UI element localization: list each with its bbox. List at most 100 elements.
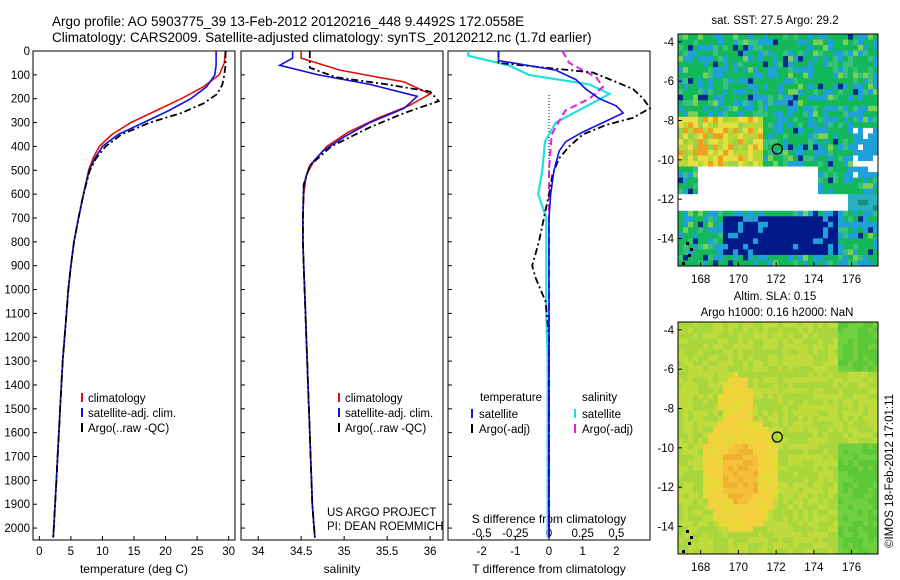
- sla_map-cell: [868, 360, 874, 367]
- sst_map-cell: [833, 172, 839, 179]
- sst_map-cell: [828, 144, 834, 151]
- sst_map-cell: [873, 161, 879, 167]
- sst_map-cell: [688, 194, 694, 201]
- sst_map-cell: [678, 150, 684, 156]
- sst_map-cell: [848, 150, 854, 156]
- sst_map-cell: [733, 210, 739, 217]
- sst_map-cell: [873, 100, 879, 107]
- sla_map-cell: [678, 371, 684, 378]
- sla_map-cell: [748, 415, 754, 422]
- sst_map-cell: [788, 89, 794, 96]
- sst_map-cell: [683, 34, 689, 40]
- sla_map-cell: [718, 366, 724, 373]
- sla_map-cell: [743, 399, 749, 406]
- sla_map-cell: [688, 360, 694, 367]
- sla_map-cell: [753, 487, 759, 494]
- sst_map-cell: [713, 232, 719, 239]
- difference-legend-temperature-entry: satellite: [479, 409, 518, 421]
- sla_map-cell: [818, 542, 824, 549]
- sla_map-cell: [838, 426, 844, 433]
- sla_map-cell: [868, 377, 874, 384]
- sst_map-cell: [868, 232, 874, 239]
- sla_map-cell: [773, 333, 779, 339]
- sst_map-cell: [868, 72, 874, 79]
- sst_map-cell: [828, 232, 834, 239]
- sst_map-cell: [808, 34, 814, 40]
- sst_map-cell: [813, 105, 819, 112]
- sst_map-cell: [773, 155, 779, 162]
- sla_map-cell: [838, 526, 844, 533]
- sst_map-cell: [678, 260, 684, 267]
- sla_map-cell: [683, 421, 689, 428]
- sla_map-cell: [808, 393, 814, 400]
- sst_map-cell: [788, 155, 794, 162]
- sla_map-cell: [743, 531, 749, 538]
- sla_map-cell: [803, 426, 809, 433]
- sla_map-cell: [678, 515, 684, 522]
- sla_map-cell: [693, 404, 699, 411]
- sla_map-cell: [833, 493, 839, 500]
- sst_map-cell: [723, 227, 729, 234]
- sla_map-cell: [743, 537, 749, 544]
- sla_map-cell: [853, 355, 859, 362]
- difference-t-tick-label: 2: [613, 546, 619, 558]
- sst_map-cell: [793, 183, 799, 190]
- sla_map-cell: [828, 371, 834, 378]
- sla_map-cell: [748, 426, 754, 433]
- sla_map-cell: [838, 471, 844, 478]
- sst_map-cell: [768, 221, 774, 228]
- sst_map-cell: [843, 199, 849, 206]
- sst_map-cell: [783, 94, 789, 101]
- sla_map-cell: [783, 460, 789, 467]
- sla_map-cell: [783, 465, 789, 472]
- sst_map-cell: [868, 249, 874, 256]
- sla_map-cell: [723, 531, 729, 538]
- sst_map-cell: [768, 249, 774, 256]
- sst_map-cell: [848, 100, 854, 107]
- sst_map-cell: [693, 94, 699, 101]
- sst_map-cell: [743, 260, 749, 267]
- sla_map-cell: [713, 515, 719, 522]
- sla_map-cell: [868, 399, 874, 406]
- sst_map-cell: [728, 34, 734, 40]
- sst_map-cell: [718, 150, 724, 156]
- sst_map-cell: [863, 133, 869, 140]
- sla_map-cell: [868, 443, 874, 450]
- sla_map-cell: [693, 399, 699, 406]
- sla_map-cell: [823, 399, 829, 406]
- sla_map-cell: [803, 443, 809, 450]
- sst_map-cell: [823, 227, 829, 234]
- sst_map-cell: [753, 232, 759, 239]
- sla_map-cell: [783, 493, 789, 500]
- sst_map-cell: [858, 183, 864, 190]
- sst_map-cell: [708, 150, 714, 156]
- sst_map-cell: [733, 232, 739, 239]
- sla_map-cell: [698, 327, 704, 334]
- sst_map-cell: [808, 50, 814, 57]
- sst_map-cell: [843, 39, 849, 46]
- sla_map-cell: [858, 504, 864, 511]
- sla_map-cell: [748, 465, 754, 472]
- sla_map-cell: [853, 388, 859, 395]
- sst_map-cell: [708, 199, 714, 206]
- sla_map-cell: [743, 360, 749, 367]
- sla_map-cell: [873, 399, 879, 406]
- sla_map-cell: [868, 476, 874, 483]
- sla_map-cell: [758, 404, 764, 411]
- sla_map-cell: [698, 531, 704, 538]
- sst_map-cell: [838, 183, 844, 190]
- sst_map-cell: [818, 111, 824, 118]
- sla_map-cell: [778, 498, 784, 505]
- sla_map-cell: [848, 471, 854, 478]
- sla_map-cell: [768, 460, 774, 467]
- sla_map-cell: [873, 471, 879, 478]
- sst_map-cell: [783, 260, 789, 267]
- sst_map-cell: [708, 210, 714, 217]
- sst_map-cell: [873, 122, 879, 129]
- sla_map-cell: [818, 460, 824, 467]
- sst_map-cell: [828, 216, 834, 223]
- temperature-line-argo: [52, 51, 227, 538]
- depth-tick-label: 100: [11, 70, 30, 82]
- sla_map-cell: [748, 421, 754, 428]
- sst_map-cell: [773, 67, 779, 74]
